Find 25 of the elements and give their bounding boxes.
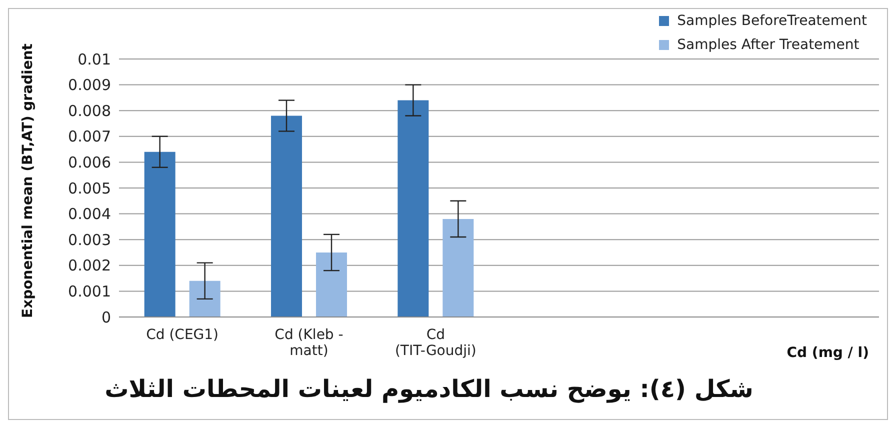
x-tick-label: Cd (TIT-Goudji) bbox=[394, 327, 476, 359]
x-axis-title: Cd (mg / l) bbox=[786, 345, 869, 361]
y-tick-label: 0.002 bbox=[68, 256, 111, 275]
y-tick-label: 0.006 bbox=[68, 154, 111, 172]
y-tick-label: 0.004 bbox=[68, 205, 111, 224]
y-tick-label: 0.009 bbox=[68, 76, 111, 94]
y-tick-label: 0 bbox=[101, 308, 111, 326]
text: شكل (٤): يوضح نسب الكادميوم لعينات المحطات الثلاث bbox=[104, 375, 754, 403]
legend-label: Samples BeforeTreatement bbox=[677, 13, 867, 29]
y-tick-label: 0.001 bbox=[68, 282, 111, 301]
legend-label: Samples After Treatement bbox=[677, 37, 860, 53]
bar bbox=[398, 100, 429, 317]
y-tick-label: 0.008 bbox=[68, 102, 111, 120]
bar bbox=[442, 218, 474, 317]
y-tick-label: 0.01 bbox=[78, 50, 111, 68]
bar bbox=[271, 116, 302, 317]
y-tick-label: 0.005 bbox=[68, 179, 111, 198]
y-axis-title: Exponential mean (BT,AT) gradient bbox=[20, 43, 36, 318]
y-tick-label: 0.007 bbox=[68, 128, 111, 146]
y-tick-label: 0.003 bbox=[68, 230, 111, 249]
bar bbox=[144, 152, 176, 317]
bar bbox=[189, 280, 220, 317]
bar bbox=[316, 252, 347, 317]
x-tick-label: Cd (Kleb - matt) bbox=[274, 327, 344, 359]
x-tick-label: Cd (CEG1) bbox=[146, 327, 219, 343]
